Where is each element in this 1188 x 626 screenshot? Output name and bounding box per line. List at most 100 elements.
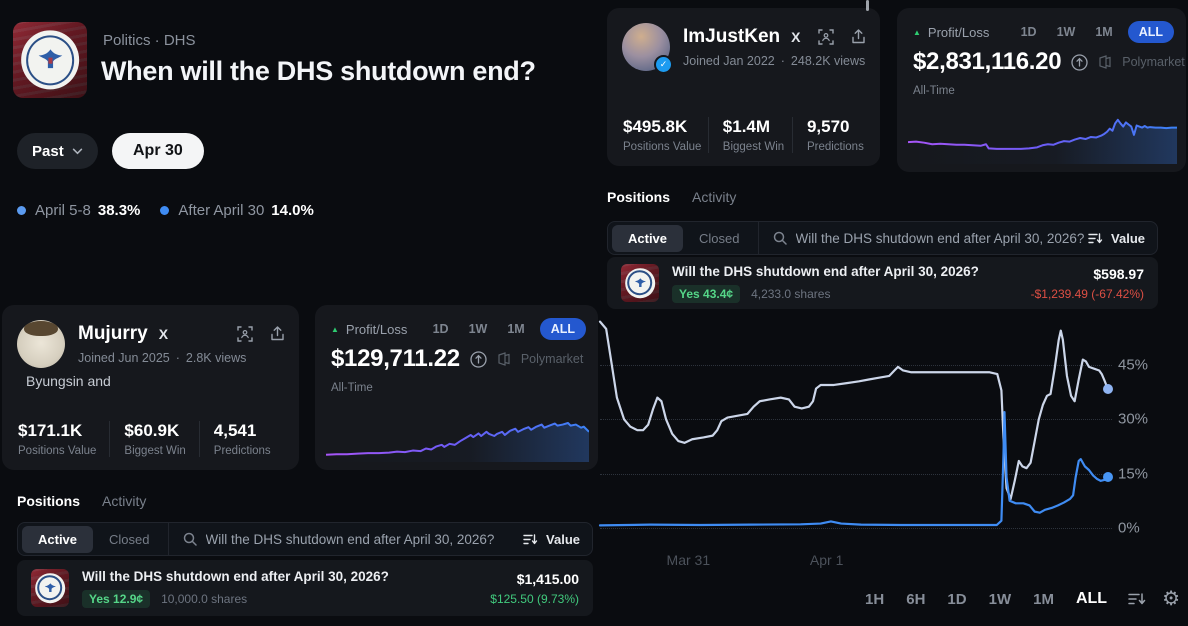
position-change: $125.50 (9.73%) [490, 591, 579, 606]
pnl-tab-1m[interactable]: 1M [1095, 25, 1113, 39]
pnl-tab-1w[interactable]: 1W [468, 322, 488, 336]
position-title: Will the DHS shutdown end after April 30… [82, 568, 389, 584]
avatar[interactable]: ✓ [622, 23, 673, 74]
x-axis: Mar 31 Apr 1 [600, 552, 1112, 572]
share-circle-icon[interactable] [1071, 53, 1088, 71]
market-icon-dhs [621, 264, 659, 302]
verified-badge-icon: ✓ [654, 55, 673, 74]
position-row[interactable]: Will the DHS shutdown end after April 30… [17, 560, 593, 616]
pnl-range: All-Time [331, 382, 373, 394]
tab-activity[interactable]: Activity [692, 189, 737, 205]
y-axis: 0% 15% 30% 45% [1118, 318, 1180, 546]
position-row[interactable]: Will the DHS shutdown end after April 30… [607, 257, 1158, 309]
pnl-tab-1d[interactable]: 1D [432, 322, 449, 336]
divider [757, 222, 759, 254]
timeframe-1m[interactable]: 1M [1033, 590, 1054, 608]
breadcrumb[interactable]: Politics · DHS [103, 32, 196, 49]
x-axis-label: Apr 1 [809, 552, 844, 568]
pnl-sparkline [326, 410, 589, 462]
position-value: $1,415.00 [516, 570, 579, 587]
gridline [600, 527, 1112, 529]
market-logo-dhs [13, 22, 87, 98]
filter-active-button[interactable]: Active [22, 525, 94, 553]
x-logo-icon[interactable]: X [158, 326, 169, 342]
x-axis-label: Mar 31 [666, 552, 711, 568]
meta-separator: · [780, 54, 785, 68]
profile-name: Mujurry [78, 323, 148, 344]
tab-positions[interactable]: Positions [607, 189, 671, 205]
filter-active-button[interactable]: Active [612, 224, 684, 252]
position-title: Will the DHS shutdown end after April 30… [672, 263, 979, 279]
pnl-tab-1w[interactable]: 1W [1056, 25, 1076, 39]
stat-label: Predictions [806, 141, 864, 153]
profile-name: ImJustKen [683, 26, 781, 47]
scan-user-icon[interactable] [237, 326, 253, 342]
sort-control[interactable]: Value [1088, 231, 1145, 246]
share-icon[interactable] [851, 29, 866, 45]
pnl-range: All-Time [913, 85, 955, 97]
tab-activity[interactable]: Activity [102, 493, 147, 509]
left-pane: Politics · DHS When will the DHS shutdow… [2, 22, 598, 616]
right-pane: ✓ ImJustKen X Joined Jan 2022 · 248.2K v… [600, 0, 1188, 626]
timeframe-6h[interactable]: 6H [906, 590, 926, 608]
polymarket-logo-icon [497, 352, 511, 366]
gear-icon[interactable]: ⚙ [1162, 588, 1180, 610]
pnl-card-mujurry: ▲ Profit/Loss 1D 1W 1M ALL $129,711.22 P… [315, 305, 598, 470]
profile-card-imjustken: ✓ ImJustKen X Joined Jan 2022 · 248.2K v… [607, 8, 880, 166]
legend-dot [160, 206, 170, 215]
timeframe-1h[interactable]: 1H [865, 590, 885, 608]
past-dropdown[interactable]: Past [17, 133, 98, 169]
polymarket-watermark: Polymarket [520, 352, 584, 366]
date-filter-pill[interactable]: Apr 30 [112, 133, 204, 169]
tab-positions[interactable]: Positions [17, 493, 81, 509]
pnl-tab-1d[interactable]: 1D [1020, 25, 1037, 39]
stat-label: Positions Value [623, 141, 702, 153]
sort-icon [523, 533, 538, 544]
page-title: When will the DHS shutdown end? [101, 56, 536, 86]
past-dropdown-label: Past [32, 142, 64, 160]
profile-stats: $495.8K Positions Value $1.4M Biggest Win … [623, 117, 872, 153]
sort-control[interactable]: Value [523, 532, 580, 547]
share-circle-icon[interactable] [470, 350, 487, 368]
pnl-tab-all[interactable]: ALL [539, 318, 586, 340]
timeframe-all[interactable]: ALL [1075, 590, 1108, 607]
stat-value: $60.9K [124, 421, 180, 440]
pnl-value: $129,711.22 [331, 345, 460, 372]
scrollbar-thumb[interactable] [866, 0, 869, 11]
filter-closed-button[interactable]: Closed [699, 230, 740, 246]
section-tabs: Positions Activity [607, 189, 736, 205]
avatar[interactable] [17, 320, 65, 368]
positions-filter-bar: Active Closed Will the DHS shutdown end … [607, 221, 1158, 255]
position-value: $598.97 [1093, 265, 1144, 282]
filter-closed-button[interactable]: Closed [109, 531, 150, 547]
up-triangle-icon: ▲ [331, 324, 339, 334]
x-logo-icon[interactable]: X [791, 29, 801, 45]
joined-date: Joined Jun 2025 [78, 351, 170, 365]
profile-card-mujurry: Mujurry X Joined Jun 2025 · 2.8K views B… [2, 305, 299, 470]
search-input[interactable]: Will the DHS shutdown end after April 30… [795, 230, 1085, 246]
legend-label[interactable]: April 5-8 [35, 202, 91, 219]
timeframe-1d[interactable]: 1D [947, 590, 967, 608]
pnl-card-imjustken: ▲ Profit/Loss 1D 1W 1M ALL $2,831,116.20… [897, 8, 1186, 172]
scan-user-icon[interactable] [818, 29, 834, 45]
pnl-label: Profit/Loss [345, 321, 408, 337]
timeframe-1w[interactable]: 1W [988, 590, 1012, 608]
price-chart[interactable] [600, 318, 1112, 546]
y-axis-label: 0% [1118, 519, 1140, 537]
gridline [600, 419, 1112, 421]
stat-label: Positions Value [18, 445, 97, 457]
stat-value: $171.1K [18, 421, 83, 440]
positions-filter-bar: Active Closed Will the DHS shutdown end … [17, 522, 593, 556]
pnl-tab-all[interactable]: ALL [1127, 21, 1174, 43]
profile-stats: $171.1K Positions Value $60.9K Biggest Win… [18, 421, 291, 457]
polymarket-logo-icon [1098, 55, 1112, 69]
legend-value: 38.3% [97, 202, 141, 219]
legend-label[interactable]: After April 30 [178, 202, 265, 219]
pnl-tab-1m[interactable]: 1M [507, 322, 525, 336]
share-icon[interactable] [270, 326, 285, 342]
search-input[interactable]: Will the DHS shutdown end after April 30… [205, 531, 495, 547]
series-end-dot [1102, 384, 1113, 395]
pnl-sparkline [908, 112, 1177, 164]
eagle-seal-icon [38, 49, 62, 68]
chart-sort-icon[interactable] [1128, 592, 1146, 607]
